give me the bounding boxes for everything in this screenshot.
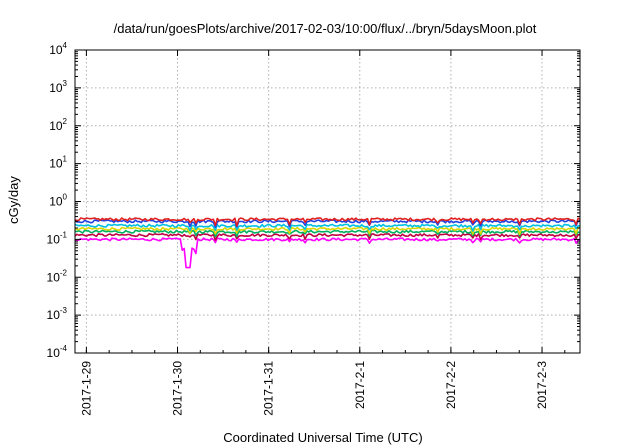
x-tick-label: 2017-1-29 [79,361,93,416]
y-tick-label: 104 [49,41,67,57]
y-axis-label: cGy/day [6,176,21,224]
x-tick-label: 2017-2-3 [535,361,549,409]
series-line [74,219,581,228]
chart-title: /data/run/goesPlots/archive/2017-02-03/1… [114,21,537,36]
series-line [74,226,581,236]
y-tick-label: 10-1 [47,230,68,246]
y-tick-label: 102 [49,117,67,133]
y-tick-label: 10-4 [47,344,68,360]
y-tick-label: 101 [49,155,67,171]
x-tick-label: 2017-1-30 [171,361,185,416]
y-tick-label: 10-3 [47,306,68,322]
grid [75,50,580,353]
y-tick-label: 10-2 [47,268,68,284]
y-axis: 10-4 10-3 10-2 10-1 100 101 102 103 104 [47,41,580,360]
x-axis-label: Coordinated Universal Time (UTC) [223,430,422,445]
series-line [74,229,581,238]
y-tick-label: 100 [49,193,67,209]
series-line [74,233,581,241]
series-group [74,217,581,269]
x-tick-label: 2017-2-1 [353,361,367,409]
series-line [74,217,581,227]
x-tick-label: 2017-2-2 [444,361,458,409]
x-axis: 2017-1-29 2017-1-30 2017-1-31 2017-2-1 2017-… [79,50,566,416]
series-line [74,237,581,269]
series-line [74,223,581,232]
y-tick-label: 103 [49,79,67,95]
x-tick-label: 2017-1-31 [262,361,276,416]
